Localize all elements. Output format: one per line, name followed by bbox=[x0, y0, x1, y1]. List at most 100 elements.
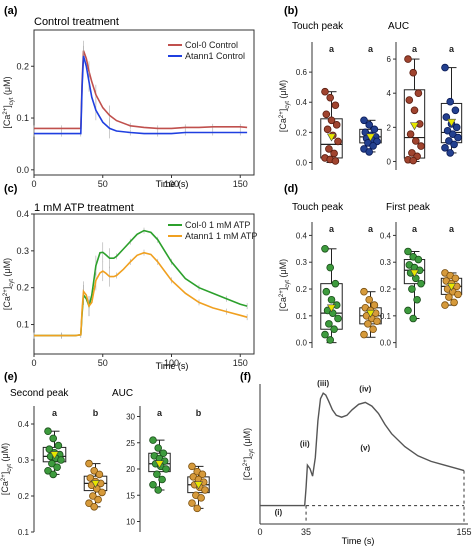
y-tick-label: 0.1 bbox=[296, 312, 308, 321]
data-point bbox=[322, 110, 331, 119]
plot-frame bbox=[33, 29, 255, 176]
data-point bbox=[451, 274, 460, 283]
data-point bbox=[446, 97, 455, 106]
significance-letter: b bbox=[93, 408, 99, 418]
x-tick-label: 150 bbox=[233, 358, 248, 368]
y-tick-label: 15 bbox=[126, 491, 135, 500]
data-point bbox=[44, 427, 52, 436]
y-axis-label: [Ca2+]cyt (μM) bbox=[2, 258, 15, 310]
data-point bbox=[323, 125, 332, 134]
data-point bbox=[411, 274, 420, 283]
y-tick-label: 0.2 bbox=[296, 128, 308, 137]
y-tick-label: 0.3 bbox=[380, 258, 392, 267]
x-tick-label: 0 bbox=[31, 179, 36, 189]
data-point bbox=[408, 149, 416, 157]
y-tick-label: 0.0 bbox=[16, 165, 29, 175]
data-point bbox=[326, 263, 335, 272]
significance-letter: a bbox=[157, 408, 163, 418]
panel-d-tag: (d) bbox=[284, 183, 298, 195]
data-point bbox=[404, 247, 412, 256]
data-point bbox=[369, 142, 377, 150]
phase-label: (iv) bbox=[359, 384, 371, 393]
data-point bbox=[149, 480, 157, 489]
data-point bbox=[445, 293, 453, 301]
significance-letter: a bbox=[412, 224, 418, 234]
data-point bbox=[90, 502, 98, 511]
mean-marker bbox=[365, 309, 376, 318]
x-tick-label: 100 bbox=[164, 179, 179, 189]
data-point bbox=[85, 459, 93, 468]
data-point bbox=[321, 245, 329, 253]
legend-label: Atann1 Control bbox=[185, 51, 245, 61]
significance-letter: a bbox=[449, 224, 455, 234]
phase-label: (ii) bbox=[300, 440, 310, 449]
data-point bbox=[404, 306, 412, 315]
mean-marker bbox=[154, 460, 165, 469]
mean-marker bbox=[193, 481, 204, 490]
data-point bbox=[201, 486, 209, 494]
data-point bbox=[454, 290, 462, 299]
data-point bbox=[188, 462, 196, 471]
data-point bbox=[406, 130, 415, 138]
chart-d-touch-peak: 0.0 0.1 0.2 0.3 0.4 [Ca2+]cyt (μM) a a bbox=[278, 222, 382, 348]
data-point bbox=[360, 116, 368, 125]
data-point bbox=[193, 504, 202, 513]
y-tick-label: 0.1 bbox=[18, 528, 30, 537]
data-point bbox=[327, 295, 336, 304]
panel-a-xlabel: Time (s) bbox=[156, 179, 189, 189]
data-point bbox=[321, 330, 329, 339]
y-tick-label: 30 bbox=[126, 413, 135, 422]
data-point bbox=[450, 140, 458, 149]
data-point bbox=[334, 137, 342, 146]
y-tick-label: 10 bbox=[126, 518, 135, 527]
data-point bbox=[321, 87, 329, 96]
y-tick-label: 0.6 bbox=[296, 68, 308, 77]
data-point bbox=[328, 309, 337, 317]
data-point bbox=[451, 106, 460, 115]
data-point bbox=[414, 89, 423, 97]
y-tick-label: 0.0 bbox=[296, 339, 308, 348]
significance-letter: a bbox=[449, 44, 455, 54]
data-point bbox=[153, 470, 161, 479]
data-point bbox=[331, 279, 340, 288]
data-point bbox=[89, 492, 97, 500]
y-tick-label: 0.4 bbox=[380, 231, 392, 240]
y-tick-label: 0.4 bbox=[296, 98, 308, 107]
trace-line bbox=[260, 392, 465, 507]
data-point bbox=[90, 466, 98, 475]
data-point bbox=[325, 320, 333, 328]
data-point bbox=[452, 123, 461, 132]
data-point bbox=[149, 436, 157, 444]
y-tick-label: 20 bbox=[126, 465, 135, 474]
data-point bbox=[86, 474, 95, 482]
data-point bbox=[448, 130, 457, 138]
y-tick-label: 0.4 bbox=[296, 231, 308, 240]
chart-e-auc: 10 15 20 25 30 a b bbox=[126, 406, 210, 532]
significance-letter: a bbox=[368, 44, 374, 54]
y-tick-label: 0.2 bbox=[18, 492, 30, 501]
phase-label: (v) bbox=[360, 443, 370, 452]
data-point bbox=[159, 449, 168, 458]
panel-c-xlabel: Time (s) bbox=[156, 361, 189, 371]
chart-b-auc: 0 2 4 6 a a bbox=[387, 42, 463, 170]
data-point bbox=[369, 325, 377, 334]
panel-f-tag: (f) bbox=[240, 371, 251, 383]
panel-a-tag: (a) bbox=[4, 5, 18, 17]
panel-e-sub2: AUC bbox=[112, 388, 133, 399]
mean-marker bbox=[446, 283, 457, 291]
y-tick-label: 25 bbox=[126, 439, 135, 448]
data-point bbox=[48, 459, 56, 468]
data-point bbox=[332, 121, 341, 129]
data-point bbox=[454, 133, 462, 142]
data-point bbox=[331, 157, 340, 165]
data-point bbox=[54, 441, 63, 450]
data-point bbox=[326, 93, 335, 102]
x-tick-label: 100 bbox=[164, 358, 179, 368]
data-point bbox=[413, 295, 421, 304]
x-tick-label: 0 bbox=[257, 527, 262, 537]
data-point bbox=[450, 298, 458, 307]
data-point bbox=[322, 287, 331, 296]
data-point bbox=[95, 470, 104, 479]
data-point bbox=[365, 148, 374, 156]
x-tick-label: 150 bbox=[233, 179, 248, 189]
